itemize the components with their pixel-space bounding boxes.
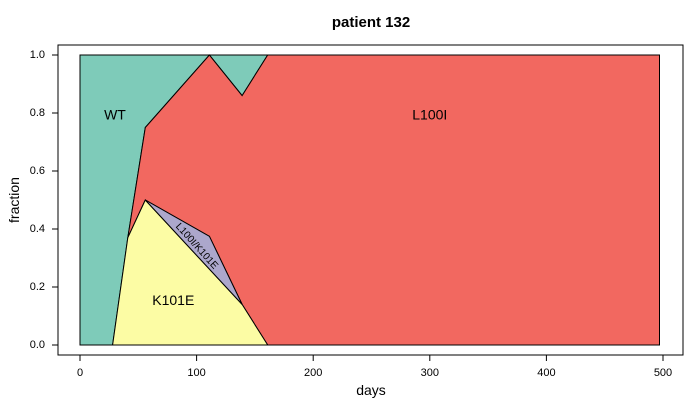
x-tick-label: 500 [654, 367, 672, 379]
y-tick-label: 0.2 [30, 281, 45, 293]
x-tick-label: 200 [304, 367, 322, 379]
y-axis-label: fraction [6, 177, 22, 223]
area-label-l100i: L100I [412, 107, 447, 123]
x-tick-label: 300 [421, 367, 439, 379]
area-label-k101e: K101E [152, 292, 194, 308]
area-l100i-k101e [144, 199, 243, 305]
x-axis-label: days [356, 382, 386, 398]
y-tick-label: 0.6 [30, 165, 45, 177]
y-tick-label: 0.4 [30, 223, 45, 235]
x-tick-label: 100 [187, 367, 205, 379]
chart-title: patient 132 [332, 14, 410, 31]
x-axis: 0 100 200 300 400 500 [77, 354, 672, 379]
x-tick-label: 400 [537, 367, 555, 379]
y-tick-label: 0.8 [30, 107, 45, 119]
x-tick-label: 0 [77, 367, 83, 379]
y-tick-label: 0.0 [30, 339, 45, 351]
y-axis: 0.0 0.2 0.4 0.6 0.8 1.0 [30, 49, 59, 351]
y-tick-label: 1.0 [30, 49, 45, 61]
area-label-wt: WT [104, 107, 126, 123]
area-regions [79, 54, 660, 346]
